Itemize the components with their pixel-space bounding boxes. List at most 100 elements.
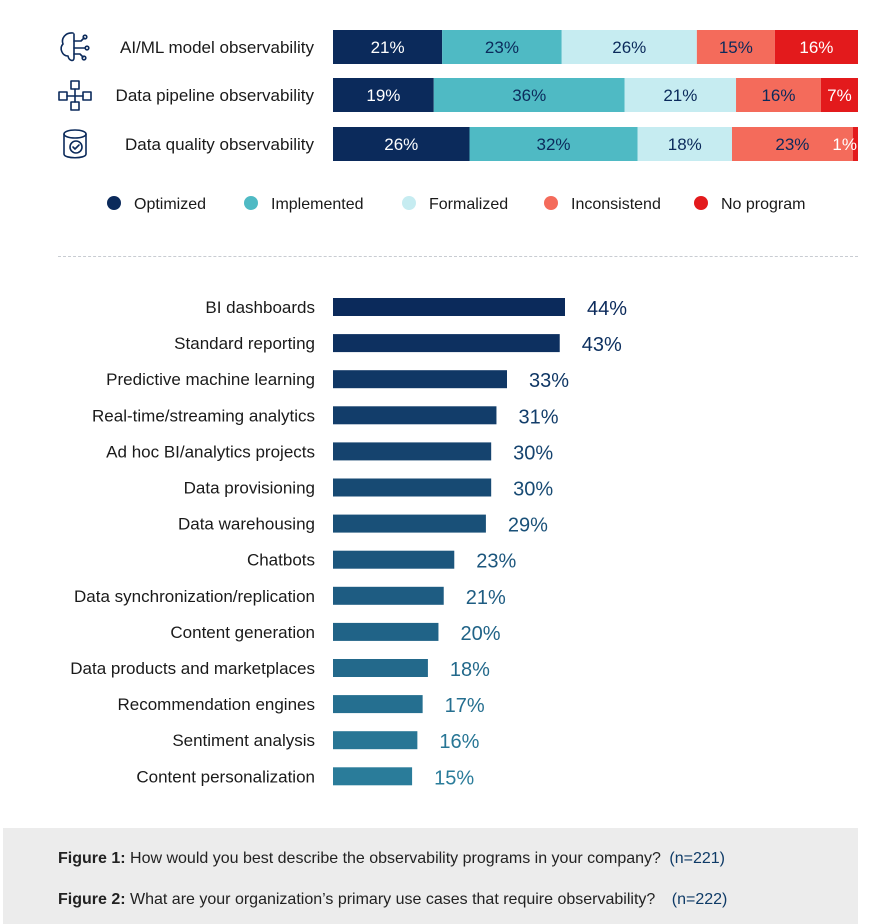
bar-row-content-personalization: Content personalization 15%: [136, 767, 474, 789]
stacked-bar-chart: AI/ML model observability 21% 23% 26% 15% 16%…: [58, 30, 858, 213]
bar: [333, 298, 565, 316]
segment-value-label: 19%: [366, 86, 400, 105]
segment-formalized: [624, 78, 737, 112]
category-label: Content generation: [170, 623, 315, 642]
bar-row-data-products-and-marketplaces: Data products and marketplaces 18%: [70, 659, 490, 681]
segment-value-label: 18%: [668, 135, 702, 154]
bar-row-bi-dashboards: BI dashboards 44%: [205, 298, 627, 320]
legend-item-formalized: Formalized: [402, 196, 508, 213]
legend-label: Implemented: [271, 196, 364, 213]
bar-value-label: 44%: [587, 298, 627, 320]
category-label: Data pipeline observability: [116, 86, 315, 105]
bar: [333, 334, 560, 353]
figure-2-caption: Figure 2: What are your organization’s p…: [58, 891, 727, 909]
bar-value-label: 20%: [460, 623, 500, 645]
bar: [333, 442, 492, 461]
bar-row-recommendation-engines: Recommendation engines 17%: [117, 695, 485, 717]
category-label: Real-time/streaming analytics: [92, 406, 315, 425]
segment-no-program: [774, 30, 858, 64]
row-data-quality-observability: Data quality observability 26% 32% 18% 23% 1%: [63, 127, 858, 161]
bar-value-label: 31%: [518, 406, 558, 428]
section-divider: [58, 256, 858, 257]
brain-outline: [60, 32, 75, 62]
bar-value-label: 29%: [508, 515, 548, 537]
bar-row-chatbots: Chatbots 23%: [247, 550, 517, 573]
segment-value-label: 21%: [663, 86, 697, 105]
figure-2-sample-size: (n=222): [671, 891, 728, 908]
circuit-node: [82, 34, 88, 40]
segment-inconsistend: [732, 127, 853, 161]
row-data-pipeline-observability: Data pipeline observability 19% 36% 21% 16% 7…: [58, 78, 858, 112]
bar: [333, 767, 413, 786]
category-label: BI dashboards: [205, 298, 315, 317]
legend-label: No program: [721, 196, 805, 213]
gauge-circle: [69, 140, 83, 154]
category-label: Chatbots: [247, 551, 315, 570]
figure-1-caption: Figure 1: How would you best describe th…: [58, 850, 725, 868]
segment-value-label: 26%: [612, 38, 646, 57]
row-ai-ml-model-observability: AI/ML model observability 21% 23% 26% 15% 16%: [60, 30, 858, 64]
segment-value-label: 36%: [512, 86, 546, 105]
segment-formalized: [561, 30, 697, 64]
bar-value-label: 18%: [450, 659, 490, 681]
segment-value-label: 16%: [799, 38, 833, 57]
segment-inconsistend: [696, 30, 775, 64]
bar-row-data-provisioning: Data provisioning 30%: [184, 478, 553, 501]
bar: [333, 731, 418, 750]
category-label: Data quality observability: [125, 135, 314, 154]
check-mark: [72, 144, 80, 150]
bar-value-label: 23%: [476, 551, 516, 573]
database-check-icon: [63, 129, 87, 159]
circuit-node: [81, 55, 87, 61]
legend-swatch: [544, 196, 558, 210]
segment-implemented: [433, 78, 625, 112]
category-label: Recommendation engines: [117, 695, 315, 714]
bar-row-sentiment-analysis: Sentiment analysis 16%: [172, 731, 480, 753]
legend-label: Formalized: [429, 196, 508, 213]
figure-1-question: How would you best describe the observab…: [125, 850, 661, 867]
segment-value-label: 16%: [761, 86, 795, 105]
segment-no-program: [820, 78, 858, 112]
bar-row-ad-hoc-bi-analytics-projects: Ad hoc BI/analytics projects 30%: [106, 442, 553, 464]
legend-swatch: [402, 196, 416, 210]
brain-circuit-icon: [60, 32, 90, 62]
legend-swatch: [244, 196, 258, 210]
category-label: Data products and marketplaces: [70, 659, 315, 678]
figure-caption-panel: Figure 1: How would you best describe th…: [3, 828, 858, 924]
figure-2-question: What are your organization’s primary use…: [125, 891, 656, 908]
category-label: Predictive machine learning: [106, 370, 315, 389]
legend-item-inconsistend: Inconsistend: [544, 196, 661, 213]
segment-value-label: 15%: [719, 38, 753, 57]
bar-value-label: 33%: [529, 370, 569, 392]
bar: [333, 695, 423, 714]
legend-label: Optimized: [134, 196, 206, 213]
bar: [333, 550, 455, 569]
segment-value-label: 32%: [536, 135, 570, 154]
segment-formalized: [637, 127, 732, 161]
node-box: [82, 91, 92, 101]
segment-inconsistend: [736, 78, 821, 112]
figure-1-label: Figure 1:: [58, 850, 126, 867]
segment-optimized: [333, 78, 434, 112]
category-label: Ad hoc BI/analytics projects: [106, 442, 315, 461]
category-label: Data synchronization/replication: [74, 587, 315, 606]
db-top: [63, 129, 87, 139]
segment-value-label: 23%: [485, 38, 519, 57]
use-case-bar-chart: BI dashboards 44% Standard reporting 43% Pre…: [70, 298, 627, 789]
legend-swatch: [107, 196, 121, 210]
node-box: [58, 91, 68, 101]
segment-implemented: [469, 127, 638, 161]
segment-value-label: 1%: [832, 135, 857, 154]
bar-value-label: 30%: [513, 442, 553, 464]
node-box: [70, 80, 80, 90]
circuit-node: [84, 45, 90, 51]
segment-value-label: 26%: [384, 135, 418, 154]
category-label: Data provisioning: [184, 479, 315, 498]
segment-no-program: [852, 127, 858, 161]
bar-value-label: 17%: [445, 695, 485, 717]
pipeline-links: [66, 88, 84, 103]
bar-row-predictive-machine-learning: Predictive machine learning 33%: [106, 370, 569, 392]
circuit-traces: [73, 37, 86, 58]
segment-implemented: [442, 30, 562, 64]
bar-row-standard-reporting: Standard reporting 43%: [174, 334, 622, 356]
